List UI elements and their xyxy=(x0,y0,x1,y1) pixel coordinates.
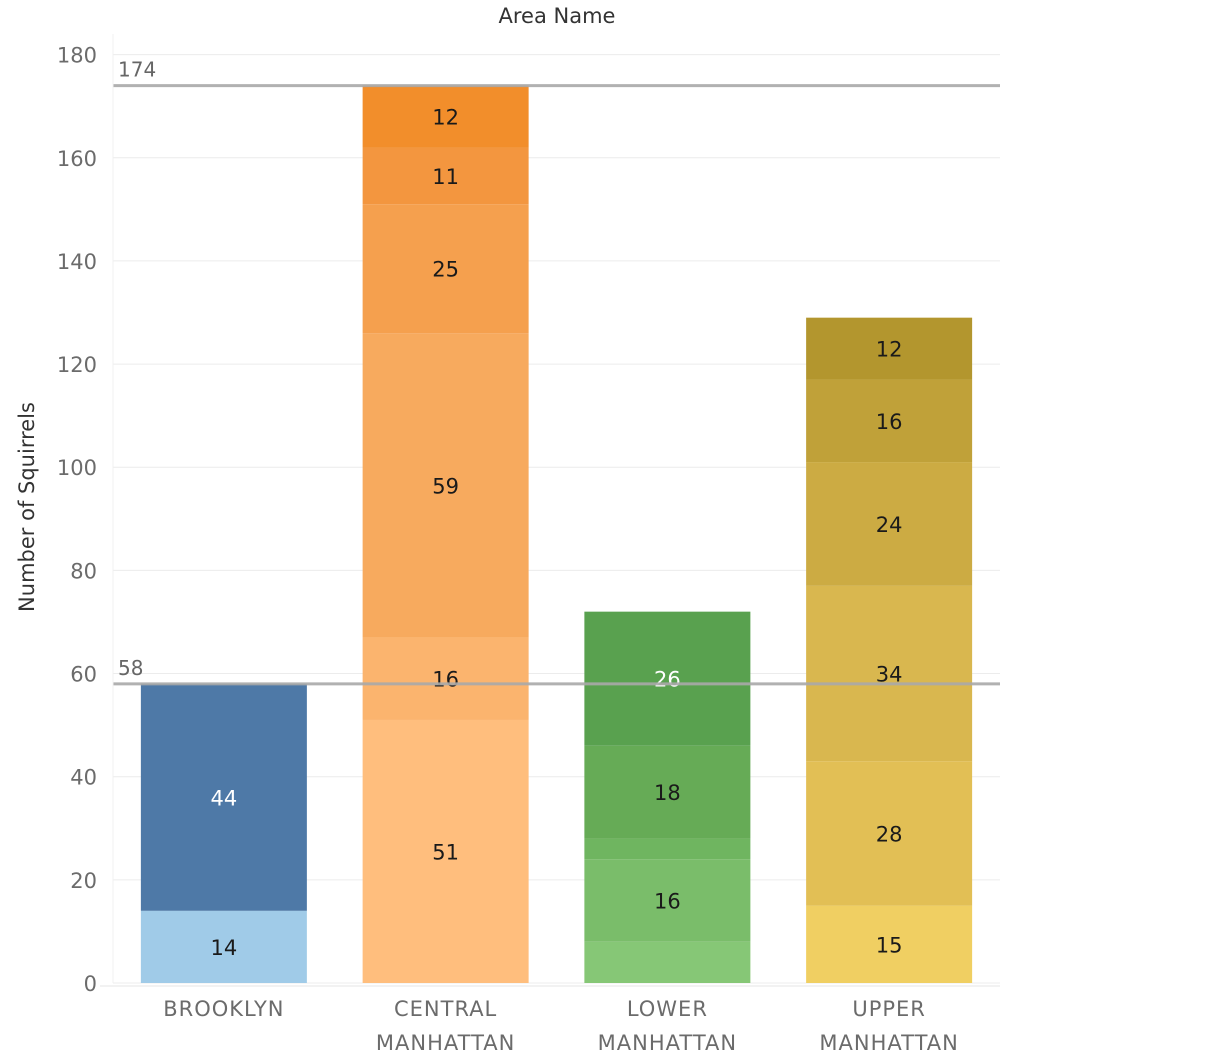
segment-value-label: 25 xyxy=(432,258,459,282)
y-tick-label: 180 xyxy=(57,44,97,68)
x-category-label: MANHATTAN xyxy=(376,1031,515,1055)
segment-value-label: 16 xyxy=(654,889,681,913)
bar-segment xyxy=(806,905,973,983)
bar-segment xyxy=(806,379,973,463)
reference-line-label: 174 xyxy=(118,58,156,82)
bar-segment xyxy=(362,204,529,334)
bars xyxy=(140,85,973,983)
bar-segment xyxy=(362,85,529,148)
reference-lines: 174 58 xyxy=(113,58,1000,686)
segment-value-label: 12 xyxy=(432,106,459,130)
segment-value-label: 28 xyxy=(876,822,903,846)
bar-segment xyxy=(362,719,529,983)
bar-segment xyxy=(362,333,529,638)
bar-segment xyxy=(140,910,307,983)
bar-segment xyxy=(806,585,973,762)
segment-value-label: 26 xyxy=(654,668,681,692)
bar-segment xyxy=(584,611,751,746)
x-category-label: MANHATTAN xyxy=(819,1031,958,1055)
bar-segment xyxy=(584,745,751,839)
bar-segment xyxy=(806,761,973,906)
segment-value-label: 24 xyxy=(876,513,903,537)
bar-segment xyxy=(584,941,751,983)
y-axis-title: Number of Squirrels xyxy=(15,402,39,612)
y-tick-label: 0 xyxy=(84,972,97,996)
segment-value-label: 44 xyxy=(211,786,238,810)
bar-segment xyxy=(140,683,307,911)
x-category-label: UPPER xyxy=(852,997,926,1021)
segment-value-label: 12 xyxy=(876,338,903,362)
reference-line-label: 58 xyxy=(118,656,143,680)
bar-segment xyxy=(362,637,529,720)
y-tick-label: 100 xyxy=(57,456,97,480)
segment-value-label: 59 xyxy=(432,474,459,498)
segment-value-label: 18 xyxy=(654,781,681,805)
segment-value-label: 11 xyxy=(432,165,459,189)
x-category-label: CENTRAL xyxy=(394,997,497,1021)
y-tick-label: 60 xyxy=(70,663,97,687)
y-tick-label: 80 xyxy=(70,559,97,583)
segment-value-label: 16 xyxy=(432,668,459,692)
bar-segment xyxy=(806,317,973,380)
chart-title: Area Name xyxy=(499,4,616,28)
bar-segment xyxy=(806,462,973,586)
segment-value-label: 14 xyxy=(211,936,238,960)
y-tick-label: 160 xyxy=(57,147,97,171)
y-tick-label: 120 xyxy=(57,353,97,377)
bar-segment xyxy=(584,859,751,942)
x-category-label: LOWER xyxy=(627,997,708,1021)
y-tick-label: 40 xyxy=(70,766,97,790)
bar-segment xyxy=(584,838,751,860)
x-category-label: MANHATTAN xyxy=(598,1031,737,1055)
bar-segment xyxy=(362,147,529,205)
segment-value-label: 16 xyxy=(876,410,903,434)
x-category-label: BROOKLYN xyxy=(163,997,284,1021)
y-tick-label: 140 xyxy=(57,250,97,274)
y-tick-label: 20 xyxy=(70,869,97,893)
segment-value-label: 15 xyxy=(876,933,903,957)
axes: 0 20 40 60 80 100 120 140 160 180 BROOKLYN CENTRAL M… xyxy=(57,34,1000,1055)
segment-value-label: 51 xyxy=(432,840,459,864)
